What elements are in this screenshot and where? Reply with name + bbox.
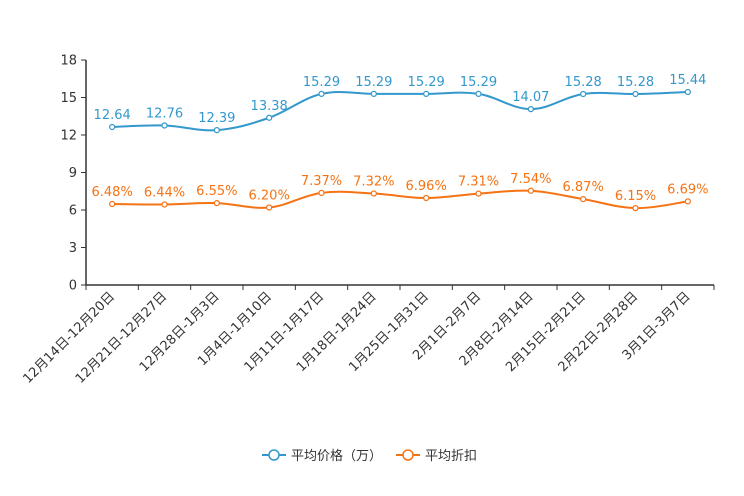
series-line — [112, 90, 688, 132]
series-layer: 12.64 12.76 12.39 13.38 15.29 15.29 15.29 15.29… — [92, 73, 708, 212]
data-label: 6.96% — [406, 179, 447, 194]
legend-marker-icon — [402, 449, 414, 461]
data-label: 6.48% — [92, 185, 133, 200]
data-point[interactable] — [318, 189, 325, 196]
x-tick-label: 12月14日-12月20日 — [21, 289, 118, 386]
data-label: 6.20% — [249, 189, 290, 204]
legend-item-avg-price[interactable]: 平均价格（万） — [262, 448, 382, 464]
data-point[interactable] — [213, 127, 220, 134]
data-label: 6.15% — [615, 189, 656, 204]
x-axis: 12月14日-12月20日12月21日-12月27日12月28日-1月3日1月4… — [21, 284, 715, 387]
data-label: 12.39 — [198, 111, 235, 126]
data-point[interactable] — [580, 196, 587, 203]
data-label: 6.44% — [144, 186, 185, 201]
data-point[interactable] — [632, 205, 639, 212]
data-label: 13.38 — [251, 99, 288, 114]
y-axis: 0 3 6 9 12 15 18 — [60, 54, 87, 294]
y-tick-label: 12 — [60, 129, 77, 144]
data-point[interactable] — [423, 194, 430, 202]
data-point[interactable] — [475, 90, 482, 97]
data-label: 15.28 — [617, 75, 654, 90]
data-label: 15.44 — [669, 73, 706, 88]
series-avg-price: 12.64 12.76 12.39 13.38 15.29 15.29 15.29 15.29… — [94, 73, 706, 134]
y-tick-label: 6 — [69, 204, 77, 219]
data-point[interactable] — [527, 106, 534, 113]
data-point[interactable] — [161, 201, 168, 208]
series-line — [112, 189, 688, 210]
legend-label: 平均价格（万） — [291, 448, 382, 464]
y-tick-label: 15 — [60, 91, 77, 106]
data-label: 15.29 — [408, 75, 445, 90]
data-point[interactable] — [684, 198, 691, 205]
legend[interactable]: 平均价格（万） 平均折扣 — [262, 448, 477, 464]
y-tick-label: 18 — [60, 54, 77, 69]
data-label: 14.07 — [512, 90, 549, 105]
data-point[interactable] — [370, 90, 377, 97]
data-point[interactable] — [318, 90, 325, 97]
data-point[interactable] — [213, 200, 220, 207]
data-point[interactable] — [580, 90, 587, 98]
data-point[interactable] — [684, 88, 691, 96]
data-point[interactable] — [423, 90, 430, 97]
data-label: 7.31% — [458, 175, 499, 190]
data-label: 15.29 — [355, 75, 392, 90]
legend-marker-icon — [268, 449, 280, 461]
y-tick-label: 3 — [69, 241, 77, 256]
data-label: 7.32% — [353, 175, 394, 190]
data-point[interactable] — [266, 114, 273, 121]
data-point[interactable] — [109, 123, 116, 131]
data-label: 7.37% — [301, 174, 342, 189]
data-label: 7.54% — [510, 172, 551, 187]
legend-label: 平均折扣 — [425, 449, 477, 464]
data-point[interactable] — [266, 204, 273, 211]
y-tick-label: 9 — [69, 166, 77, 181]
data-point[interactable] — [370, 190, 377, 197]
data-point[interactable] — [109, 200, 116, 208]
data-label: 15.28 — [565, 75, 602, 90]
x-tick-label: 12月21日-12月27日 — [73, 289, 170, 386]
data-point[interactable] — [632, 90, 639, 98]
data-label: 12.64 — [94, 108, 131, 123]
y-tick-label: 0 — [69, 279, 77, 294]
data-point[interactable] — [527, 187, 534, 194]
data-point[interactable] — [475, 190, 482, 197]
data-point[interactable] — [161, 122, 168, 129]
series-avg-discount: 6.48% 6.44% 6.55% 6.20% 7.37% 7.32% 6.96% 7.31%… — [92, 172, 708, 212]
data-label: 6.87% — [563, 180, 604, 195]
data-label: 12.76 — [146, 107, 183, 122]
data-label: 6.55% — [196, 184, 237, 199]
data-label: 6.69% — [667, 182, 708, 197]
legend-item-avg-discount[interactable]: 平均折扣 — [396, 449, 477, 464]
data-label: 15.29 — [303, 75, 340, 90]
data-label: 15.29 — [460, 75, 497, 90]
